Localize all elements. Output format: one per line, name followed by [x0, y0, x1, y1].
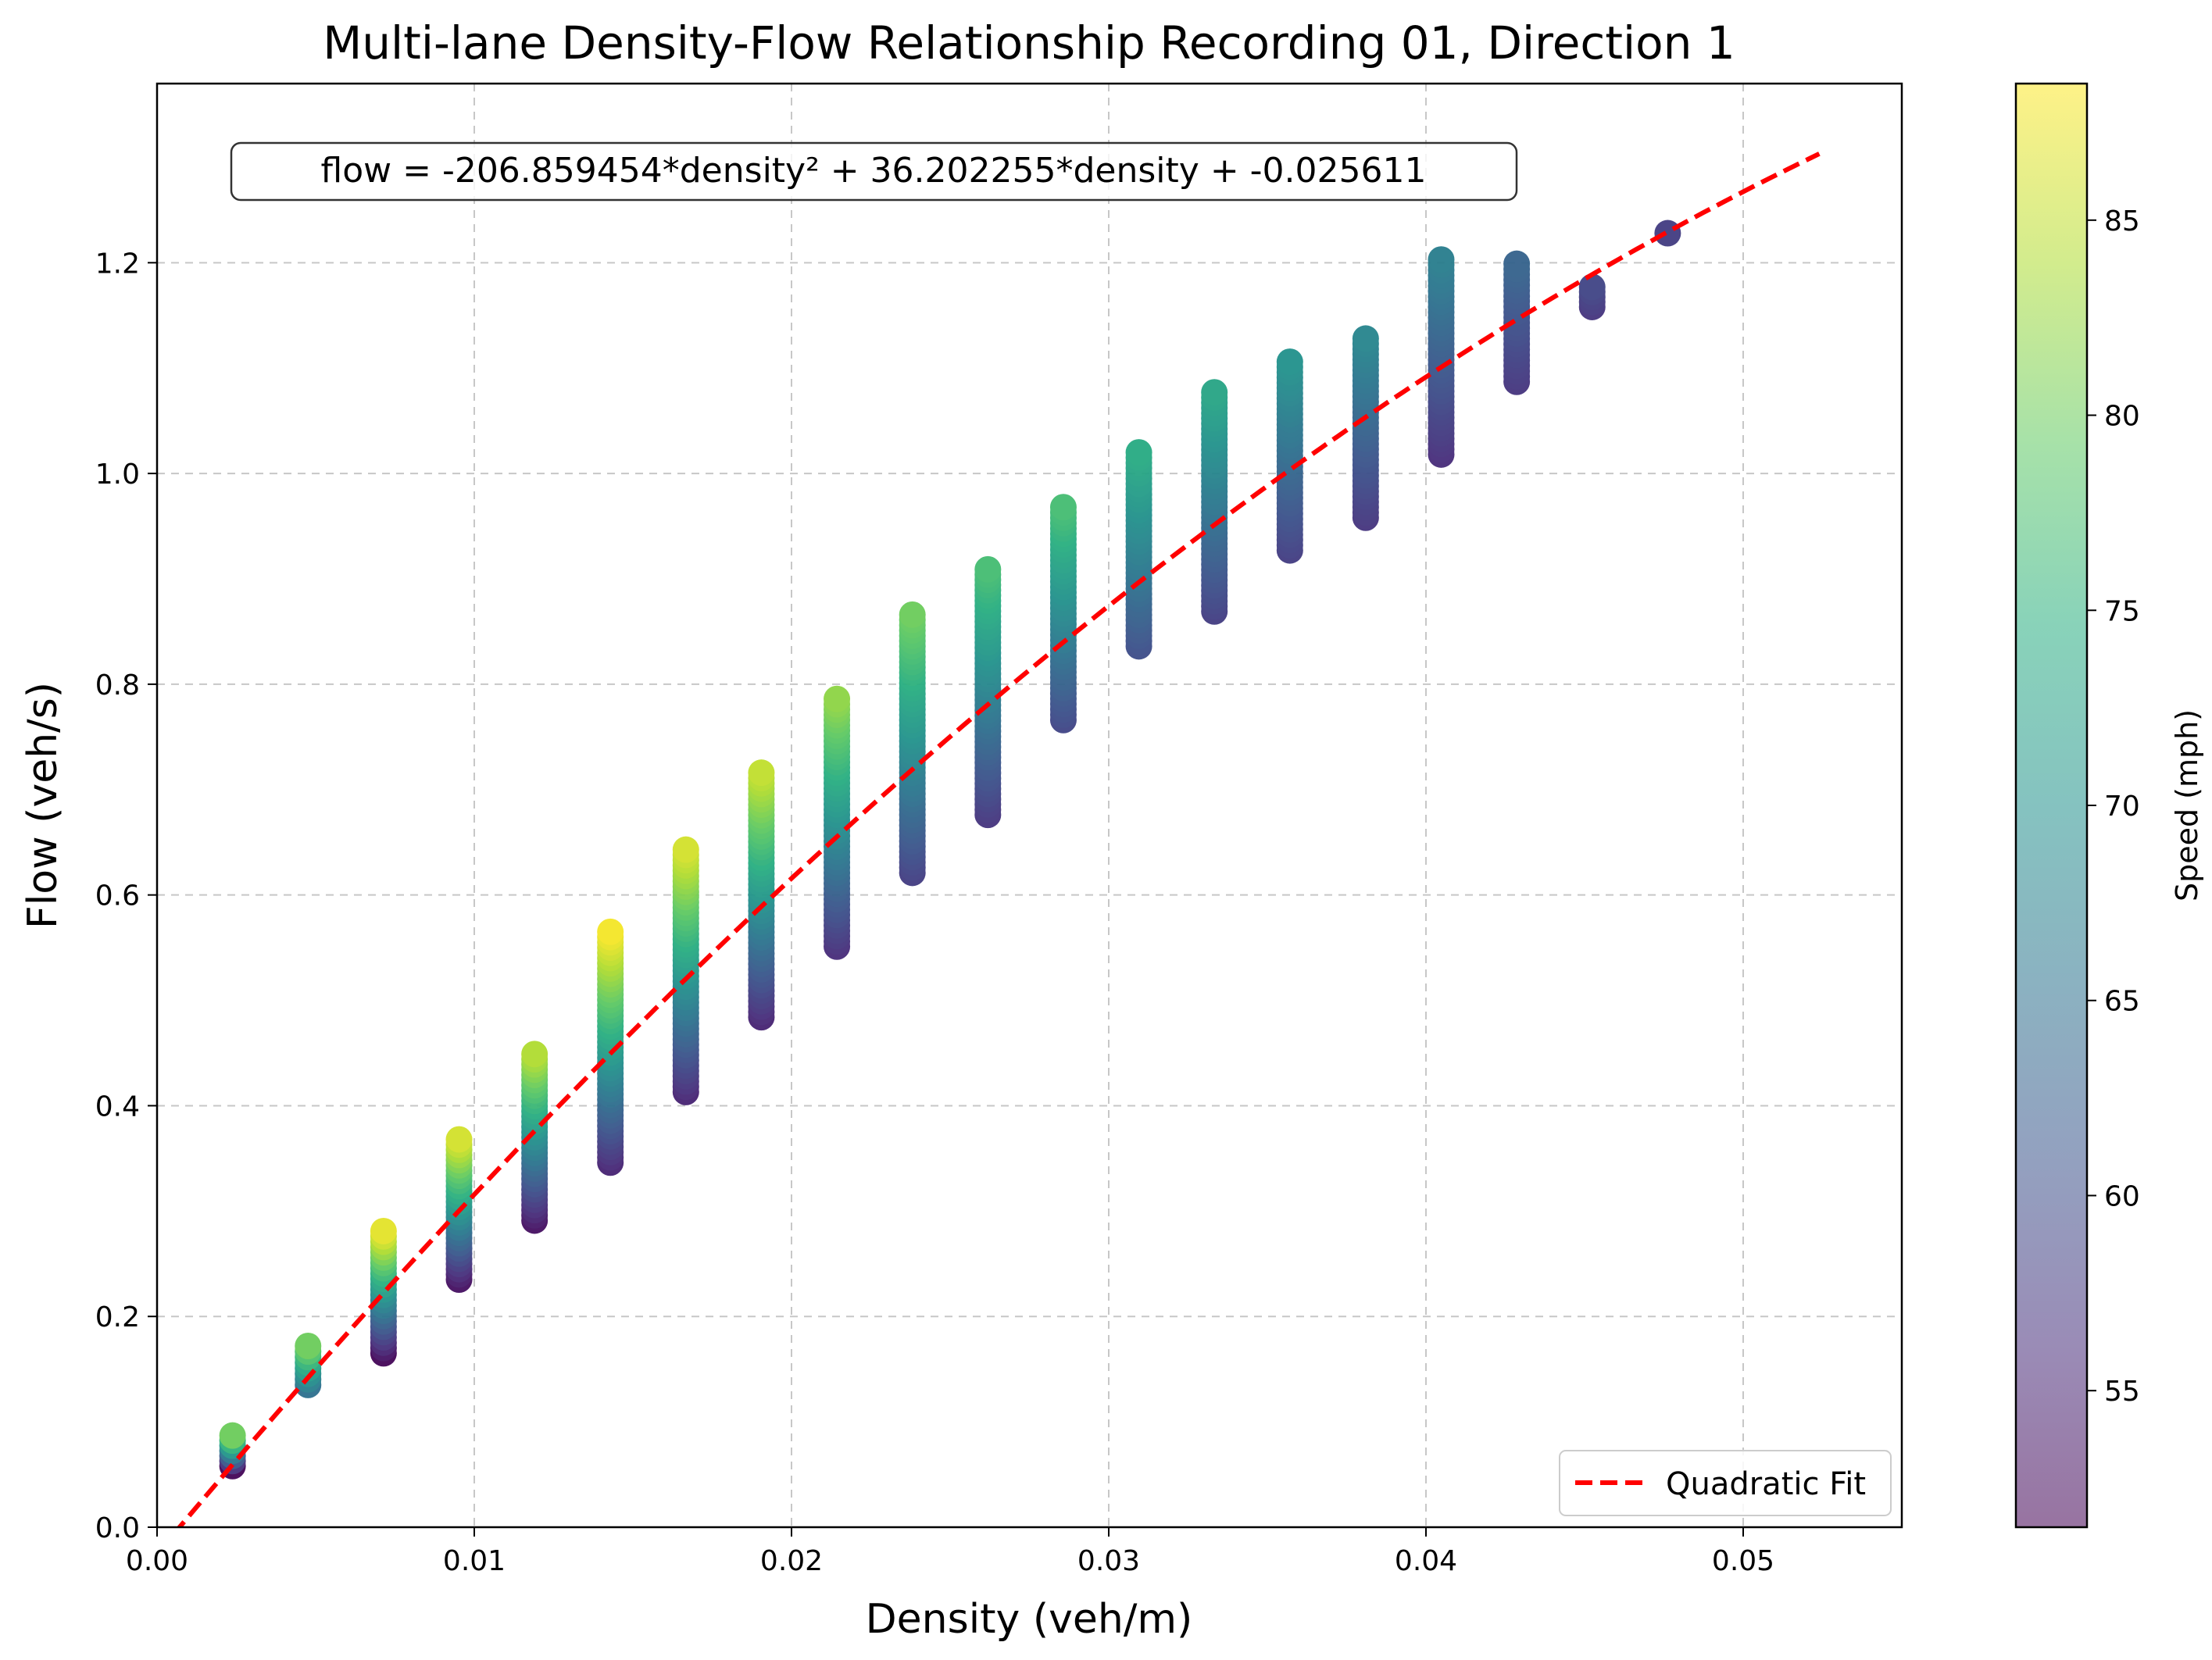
- scatter-point: [1125, 439, 1152, 466]
- annotation-text: flow = -206.859454*density² + 36.202255*…: [320, 151, 1426, 191]
- scatter-point: [748, 759, 775, 787]
- scatter-point: [219, 1422, 246, 1449]
- quadratic-fit-line: [176, 152, 1821, 1527]
- x-tick-label: 0.01: [443, 1545, 506, 1577]
- plot-area-frame: [155, 82, 1903, 1529]
- colorbar-tick-label: 75: [2104, 595, 2140, 627]
- colorbar-tick-label: 70: [2104, 791, 2140, 823]
- scatter-point: [1049, 494, 1077, 521]
- scatter-point: [1654, 220, 1681, 247]
- colorbar-gradient: [2016, 84, 2087, 1527]
- legend-fit-label: Quadratic Fit: [1666, 1466, 1866, 1502]
- y-axis-label: Flow (veh/s): [20, 682, 66, 929]
- colorbar-tick-label: 60: [2104, 1180, 2140, 1212]
- y-tick-label: 0.8: [95, 669, 140, 701]
- colorbar-tick-label: 80: [2104, 401, 2140, 433]
- chart-title: Multi-lane Density-Flow Relationship Rec…: [323, 16, 1735, 70]
- x-tick-label: 0.03: [1077, 1545, 1140, 1577]
- x-tick-label: 0.04: [1395, 1545, 1457, 1577]
- y-tick-label: 1.0: [95, 459, 140, 491]
- scatter-point: [824, 685, 851, 712]
- colorbar-tick-label: 55: [2104, 1376, 2140, 1408]
- x-tick-label: 0.05: [1712, 1545, 1774, 1577]
- scatter-point: [899, 601, 926, 628]
- colorbar-label: Speed (mph): [2170, 709, 2204, 901]
- scatter-point: [521, 1041, 549, 1068]
- y-tick-label: 0.6: [95, 880, 140, 912]
- scatter-point: [1578, 273, 1606, 301]
- colorbar: 55 60 65 70 75 80 85 Speed (mph): [2014, 82, 2204, 1529]
- y-tick-label: 0.4: [95, 1091, 140, 1123]
- scatter-point: [1201, 379, 1228, 406]
- y-tick-label: 0.2: [95, 1301, 140, 1333]
- scatter-point: [672, 836, 699, 863]
- legend-box: [1559, 1450, 1892, 1516]
- scatter-point: [370, 1217, 397, 1244]
- y-axis-ticks: 0.0 0.2 0.4 0.6 0.8 1.0 1.2: [95, 248, 157, 1544]
- y-tick-label: 0.0: [95, 1512, 140, 1544]
- scatter-point: [1428, 246, 1455, 273]
- x-tick-label: 0.00: [126, 1545, 188, 1577]
- x-tick-label: 0.02: [760, 1545, 823, 1577]
- colorbar-tick-label: 85: [2104, 205, 2140, 237]
- colorbar-tick-label: 65: [2104, 986, 2140, 1018]
- scatter-point: [1276, 348, 1303, 376]
- data-points: [219, 220, 1681, 1480]
- legend: Quadratic Fit: [1559, 1450, 1892, 1516]
- grid-lines: [157, 84, 1902, 1527]
- scatter-point: [597, 918, 624, 945]
- fit-equation-annotation: flow = -206.859454*density² + 36.202255*…: [230, 141, 1518, 202]
- scatter-point: [1503, 250, 1531, 277]
- scatter-point: [974, 555, 1002, 583]
- y-tick-label: 1.2: [95, 248, 140, 280]
- annotation-box: [230, 141, 1518, 202]
- scatter-point: [295, 1332, 322, 1359]
- x-axis-label: Density (veh/m): [866, 1596, 1193, 1643]
- x-axis-ticks: 0.00 0.01 0.02 0.03 0.04 0.05: [126, 1527, 1774, 1577]
- colorbar-ticks: 55 60 65 70 75 80 85: [2087, 205, 2140, 1408]
- scatter-point: [445, 1126, 473, 1153]
- scatter-point: [1352, 325, 1379, 352]
